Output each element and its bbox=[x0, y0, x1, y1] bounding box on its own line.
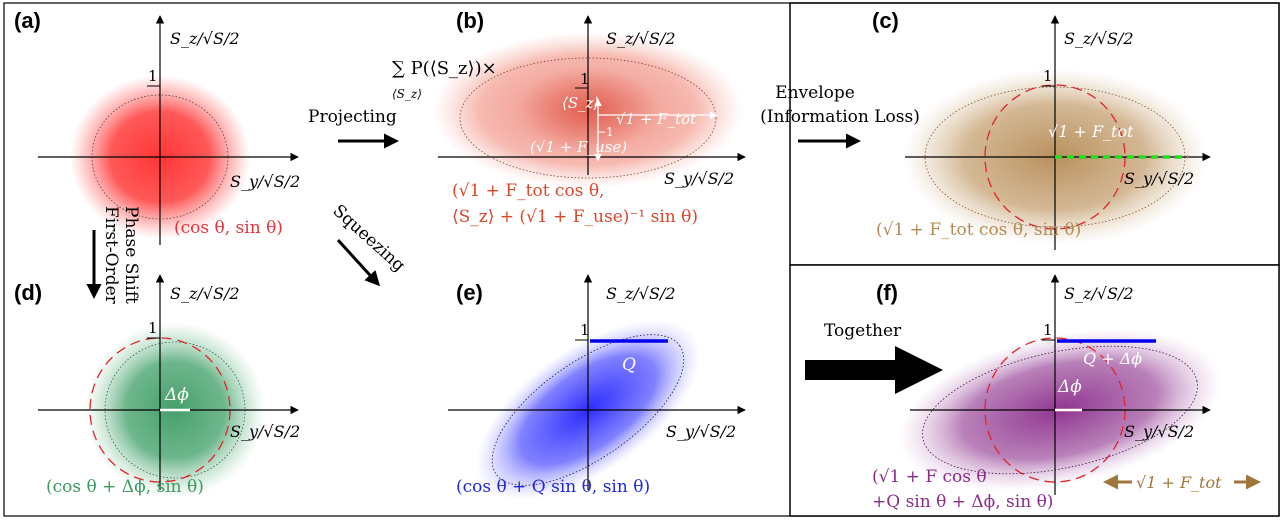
panel-e-tick: 1 bbox=[580, 321, 590, 339]
panel-b-inner-minus1: −1 bbox=[596, 125, 614, 139]
panel-b-axis-x: S_y/√S/2 bbox=[664, 169, 734, 188]
first-order-line1: First-Order bbox=[101, 206, 121, 305]
panel-e-formula: (cos θ + Q sin θ, sin θ) bbox=[456, 477, 650, 497]
panel-e-label: (e) bbox=[456, 280, 483, 305]
together-label: Together bbox=[824, 321, 902, 341]
envelope-line1: Envelope bbox=[775, 83, 855, 103]
panel-b-formula-line1: (√1 + F_tot cos θ, bbox=[452, 181, 604, 201]
panel-a-tick: 1 bbox=[148, 67, 158, 85]
panel-f-label: (f) bbox=[876, 280, 898, 305]
panel-b-tick: 1 bbox=[580, 70, 590, 88]
panel-c: (c) S_z/√S/2 S_y/√S/2 1 √1 + F_tot (√1 +… bbox=[872, 8, 1211, 250]
panel-b-inner-use: (√1 + F_use) bbox=[530, 138, 627, 156]
panel-a-axis-y: S_z/√S/2 bbox=[170, 29, 240, 48]
projecting-label: Projecting bbox=[308, 107, 397, 127]
arrow-squeezing: Squeezing bbox=[329, 201, 409, 287]
panel-f-axis-y: S_z/√S/2 bbox=[1064, 284, 1134, 303]
first-order-line2: Phase Shift bbox=[121, 206, 141, 304]
panel-f-tick: 1 bbox=[1043, 321, 1053, 339]
arrow-projecting: Projecting bbox=[308, 107, 399, 149]
panel-d: (d) S_z/√S/2 S_y/√S/2 1 Δϕ (cos θ + Δϕ, … bbox=[14, 274, 300, 498]
panel-f-q-phase: Q + Δϕ bbox=[1083, 349, 1142, 368]
panel-d-tick: 1 bbox=[148, 319, 158, 337]
squeezing-label: Squeezing bbox=[329, 201, 409, 276]
panel-d-axis-x: S_y/√S/2 bbox=[230, 422, 300, 441]
panel-c-axis-y: S_z/√S/2 bbox=[1064, 29, 1134, 48]
panel-e-q: Q bbox=[622, 355, 636, 375]
panel-b-sum-index: ⟨S_z⟩ bbox=[392, 87, 422, 101]
panel-f-formula-line2: +Q sin θ + Δϕ, sin θ) bbox=[872, 492, 1053, 512]
panel-c-axis-x: S_y/√S/2 bbox=[1124, 169, 1194, 188]
panel-c-inner-tot: √1 + F_tot bbox=[1048, 122, 1134, 141]
panel-e: (e) S_z/√S/2 S_y/√S/2 1 Q (cos θ + Q sin… bbox=[448, 274, 746, 501]
panel-e-axis-y: S_z/√S/2 bbox=[606, 284, 676, 303]
panel-f-axis-x: S_y/√S/2 bbox=[1124, 422, 1194, 441]
panel-b-axis-y: S_z/√S/2 bbox=[606, 29, 676, 48]
panel-f-side-label: √1 + F_tot bbox=[1136, 473, 1222, 492]
panel-c-formula: (√1 + F_tot cos θ, sin θ) bbox=[876, 220, 1081, 240]
arrow-envelope: Envelope (Information Loss) bbox=[760, 83, 920, 149]
panel-d-axis-y: S_z/√S/2 bbox=[170, 284, 240, 303]
panel-b: (b) ∑ P(⟨S_z⟩)× ⟨S_z⟩ S_z/√S/2 S_y/√S/2 … bbox=[392, 8, 746, 227]
panel-b-sum: ∑ P(⟨S_z⟩)× bbox=[392, 58, 497, 79]
panel-a-label: (a) bbox=[14, 8, 41, 33]
panel-e-axis-x: S_y/√S/2 bbox=[666, 422, 736, 441]
panel-d-formula: (cos θ + Δϕ, sin θ) bbox=[46, 477, 204, 497]
panel-b-formula-line2: ⟨S_z⟩ + (√1 + F_use)⁻¹ sin θ) bbox=[452, 207, 698, 227]
envelope-line2: (Information Loss) bbox=[760, 107, 920, 127]
panel-c-tick: 1 bbox=[1043, 67, 1053, 85]
panel-b-inner-sz: ⟨S_z⟩ bbox=[562, 94, 599, 112]
panel-f-formula-line1: (√1 + F cos θ bbox=[872, 467, 987, 487]
panel-c-label: (c) bbox=[872, 8, 899, 33]
panel-a-formula: (cos θ, sin θ) bbox=[174, 218, 283, 238]
panel-a: (a) S_z/√S/2 S_y/√S/2 1 (cos θ, sin θ) bbox=[14, 8, 300, 245]
panel-b-label: (b) bbox=[456, 8, 484, 33]
arrow-together: Together bbox=[805, 321, 943, 394]
panel-a-axis-x: S_y/√S/2 bbox=[230, 172, 300, 191]
panel-f-phase: Δϕ bbox=[1057, 377, 1082, 397]
panel-b-inner-tot: √1 + F_tot bbox=[616, 110, 697, 128]
panel-f: (f) S_z/√S/2 S_y/√S/2 1 Q + Δϕ Δϕ (√1 + … bbox=[872, 274, 1261, 512]
arrow-first-order: First-Order Phase Shift bbox=[86, 206, 141, 305]
panel-d-phase: Δϕ bbox=[164, 385, 189, 405]
panel-d-label: (d) bbox=[14, 280, 42, 305]
